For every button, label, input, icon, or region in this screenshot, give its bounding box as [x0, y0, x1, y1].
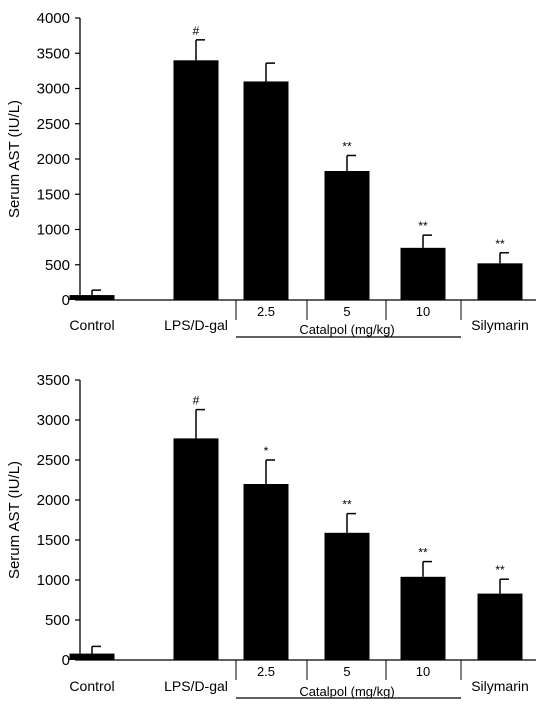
significance-marker: ** [342, 498, 352, 512]
category-label: Control [69, 317, 114, 333]
dose-label: 10 [416, 664, 430, 679]
y-tick-label: 1000 [37, 572, 70, 589]
significance-marker: * [264, 444, 269, 458]
bar [324, 170, 370, 300]
bar [400, 247, 446, 300]
y-tick-label: 500 [45, 257, 70, 274]
category-label: Silymarin [471, 317, 529, 333]
significance-marker: ** [342, 139, 352, 153]
significance-marker: ** [495, 237, 505, 251]
group-label: Catalpol (mg/kg) [299, 322, 394, 337]
category-label: Control [69, 678, 114, 694]
bar [243, 81, 289, 300]
dose-label: 2.5 [257, 664, 275, 679]
y-axis-label: Serum AST (IU/L) [6, 461, 23, 579]
bar [477, 593, 523, 660]
significance-marker: ** [495, 563, 505, 577]
bar [173, 60, 219, 300]
chart-1: 0 500 1000 1500 2000 2500 3000 3500 4000 Serum AS… [6, 10, 536, 338]
category-label: LPS/D-gal [164, 317, 228, 333]
y-tick-label: 0 [62, 652, 70, 669]
y-tick-label: 3000 [37, 81, 70, 98]
y-tick-label: 2000 [37, 492, 70, 509]
y-tick-label: 1000 [37, 222, 70, 239]
y-tick-label: 0 [62, 292, 70, 309]
y-axis-label: Serum AST (IU/L) [6, 100, 23, 218]
y-tick-label: 500 [45, 612, 70, 629]
y-tick-label: 3000 [37, 412, 70, 429]
dose-label: 5 [343, 664, 350, 679]
y-tick-label: 1500 [37, 532, 70, 549]
bar [69, 653, 115, 660]
dose-label: 5 [343, 304, 350, 319]
bar [69, 295, 115, 300]
y-tick-label: 4000 [37, 10, 70, 27]
significance-marker: # [193, 24, 200, 38]
group-label: Catalpol (mg/kg) [299, 684, 394, 699]
chart-2: 0 500 1000 1500 2000 2500 3000 3500 Serum AST (I… [6, 372, 536, 699]
category-label: Silymarin [471, 678, 529, 694]
significance-marker: ** [418, 546, 428, 560]
bar [477, 263, 523, 300]
y-tick-label: 2500 [37, 452, 70, 469]
y-tick-label: 1500 [37, 186, 70, 203]
bar [400, 576, 446, 660]
bar [173, 438, 219, 660]
significance-marker: ** [418, 219, 428, 233]
y-tick-label: 2500 [37, 116, 70, 133]
y-tick-label: 3500 [37, 372, 70, 389]
dose-label: 10 [416, 304, 430, 319]
y-tick-label: 2000 [37, 151, 70, 168]
bar [324, 532, 370, 660]
significance-marker: # [193, 394, 200, 408]
dose-label: 2.5 [257, 304, 275, 319]
category-label: LPS/D-gal [164, 678, 228, 694]
bar [243, 484, 289, 660]
y-tick-label: 3500 [37, 45, 70, 62]
